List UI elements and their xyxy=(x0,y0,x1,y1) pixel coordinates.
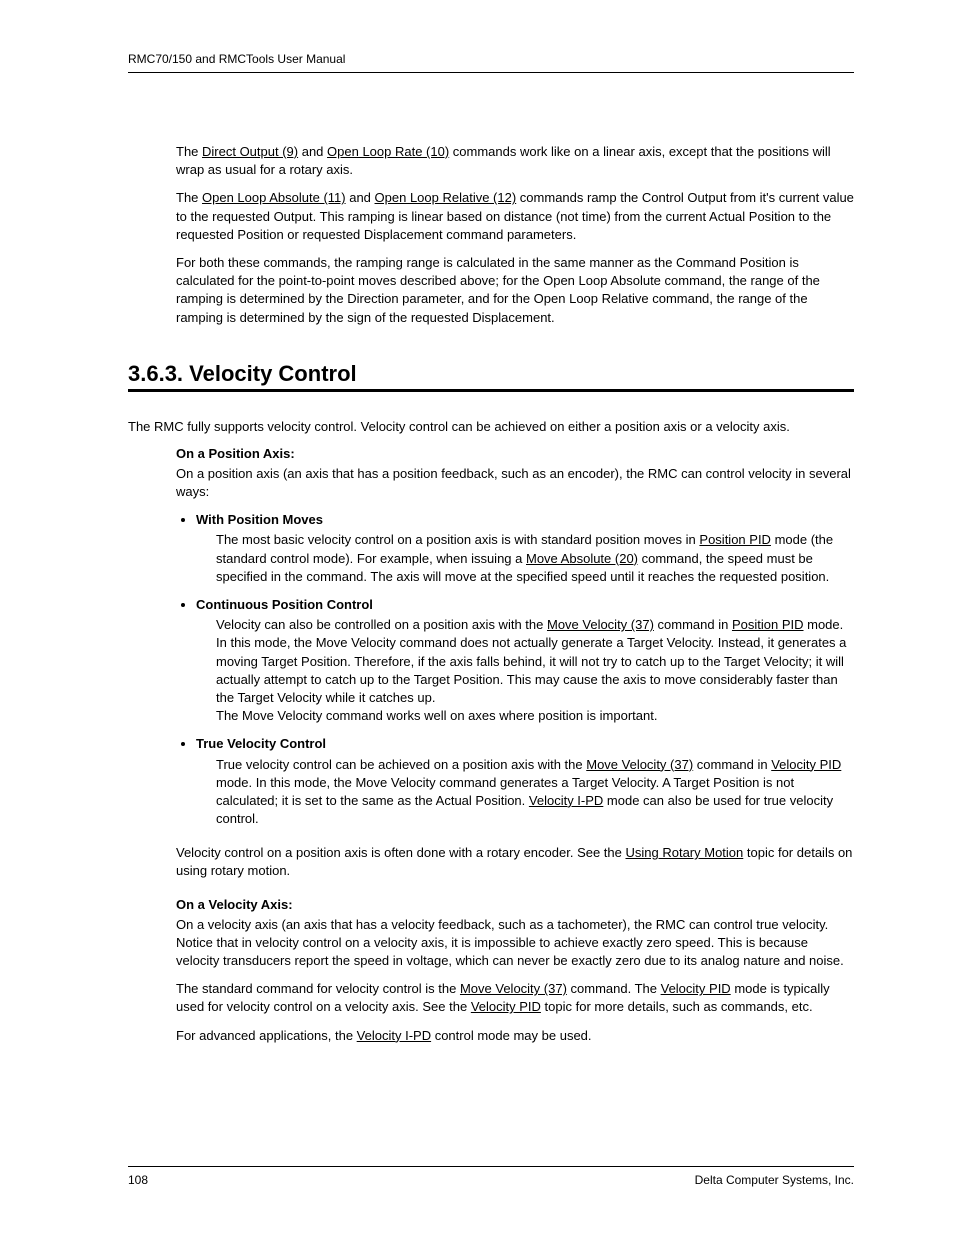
link-velocity-pid[interactable]: Velocity PID xyxy=(471,999,541,1014)
text: and xyxy=(298,144,327,159)
link-move-velocity-37[interactable]: Move Velocity (37) xyxy=(460,981,567,996)
list-item: Continuous Position Control Velocity can… xyxy=(196,596,854,725)
page-header: RMC70/150 and RMCTools User Manual xyxy=(128,52,854,73)
footer-org: Delta Computer Systems, Inc. xyxy=(695,1173,854,1187)
text: The xyxy=(176,144,202,159)
list-item: True Velocity Control True velocity cont… xyxy=(196,735,854,828)
subheading-velocity-axis: On a Velocity Axis: xyxy=(176,897,854,912)
header-title: RMC70/150 and RMCTools User Manual xyxy=(128,52,345,66)
text: command. The xyxy=(567,981,661,996)
text: command in xyxy=(693,757,771,772)
top-paragraph-block: The Direct Output (9) and Open Loop Rate… xyxy=(176,143,854,327)
link-velocity-pid[interactable]: Velocity PID xyxy=(661,981,731,996)
text: The xyxy=(176,190,202,205)
paragraph-velocity-axis-std-cmd: The standard command for velocity contro… xyxy=(176,980,854,1016)
paragraph-direct-output: The Direct Output (9) and Open Loop Rate… xyxy=(176,143,854,179)
paragraph-velocity-axis-intro: On a velocity axis (an axis that has a v… xyxy=(176,916,854,971)
paragraph-open-loop-abs-rel: The Open Loop Absolute (11) and Open Loo… xyxy=(176,189,854,244)
link-position-pid[interactable]: Position PID xyxy=(732,617,804,632)
bullet-title-with-position-moves: With Position Moves xyxy=(196,511,323,529)
link-open-loop-rate-10[interactable]: Open Loop Rate (10) xyxy=(327,144,449,159)
link-move-velocity-37[interactable]: Move Velocity (37) xyxy=(586,757,693,772)
bullet-list-position-axis: With Position Moves The most basic veloc… xyxy=(176,511,854,828)
bullet-body: True velocity control can be achieved on… xyxy=(216,756,854,829)
text: control mode may be used. xyxy=(431,1028,591,1043)
link-open-loop-absolute-11[interactable]: Open Loop Absolute (11) xyxy=(202,190,346,205)
text: topic for more details, such as commands… xyxy=(541,999,813,1014)
link-velocity-pid[interactable]: Velocity PID xyxy=(771,757,841,772)
paragraph-ramping-range: For both these commands, the ramping ran… xyxy=(176,254,854,327)
page-footer: 108 Delta Computer Systems, Inc. xyxy=(128,1166,854,1187)
text: The Move Velocity command works well on … xyxy=(216,708,657,723)
position-axis-block: On a Position Axis: On a position axis (… xyxy=(176,446,854,1045)
paragraph-velocity-axis-advanced: For advanced applications, the Velocity … xyxy=(176,1027,854,1045)
text: The most basic velocity control on a pos… xyxy=(216,532,699,547)
text: and xyxy=(346,190,375,205)
section-heading-velocity-control: 3.6.3. Velocity Control xyxy=(128,361,854,392)
paragraph-position-axis-intro: On a position axis (an axis that has a p… xyxy=(176,465,854,501)
link-using-rotary-motion[interactable]: Using Rotary Motion xyxy=(626,845,744,860)
link-move-absolute-20[interactable]: Move Absolute (20) xyxy=(526,551,638,566)
link-direct-output-9[interactable]: Direct Output (9) xyxy=(202,144,298,159)
bullet-title-continuous-position-control: Continuous Position Control xyxy=(196,596,373,614)
paragraph-rotary-encoder-note: Velocity control on a position axis is o… xyxy=(176,844,854,880)
text: The standard command for velocity contro… xyxy=(176,981,460,996)
page-container: RMC70/150 and RMCTools User Manual The D… xyxy=(0,0,954,1235)
subheading-position-axis: On a Position Axis: xyxy=(176,446,854,461)
list-item: With Position Moves The most basic veloc… xyxy=(196,511,854,586)
link-position-pid[interactable]: Position PID xyxy=(699,532,771,547)
bullet-body: The most basic velocity control on a pos… xyxy=(216,531,854,586)
text: command in xyxy=(654,617,732,632)
text: Velocity can also be controlled on a pos… xyxy=(216,617,547,632)
link-velocity-i-pd[interactable]: Velocity I-PD xyxy=(357,1028,431,1043)
link-open-loop-relative-12[interactable]: Open Loop Relative (12) xyxy=(375,190,517,205)
link-move-velocity-37[interactable]: Move Velocity (37) xyxy=(547,617,654,632)
text: True velocity control can be achieved on… xyxy=(216,757,586,772)
text: For advanced applications, the xyxy=(176,1028,357,1043)
spacer xyxy=(128,396,854,418)
link-velocity-i-pd[interactable]: Velocity I-PD xyxy=(529,793,603,808)
page-number: 108 xyxy=(128,1173,148,1187)
paragraph-intro: The RMC fully supports velocity control.… xyxy=(128,418,854,436)
bullet-title-true-velocity-control: True Velocity Control xyxy=(196,735,326,753)
bullet-body: Velocity can also be controlled on a pos… xyxy=(216,616,854,725)
text: Velocity control on a position axis is o… xyxy=(176,845,626,860)
